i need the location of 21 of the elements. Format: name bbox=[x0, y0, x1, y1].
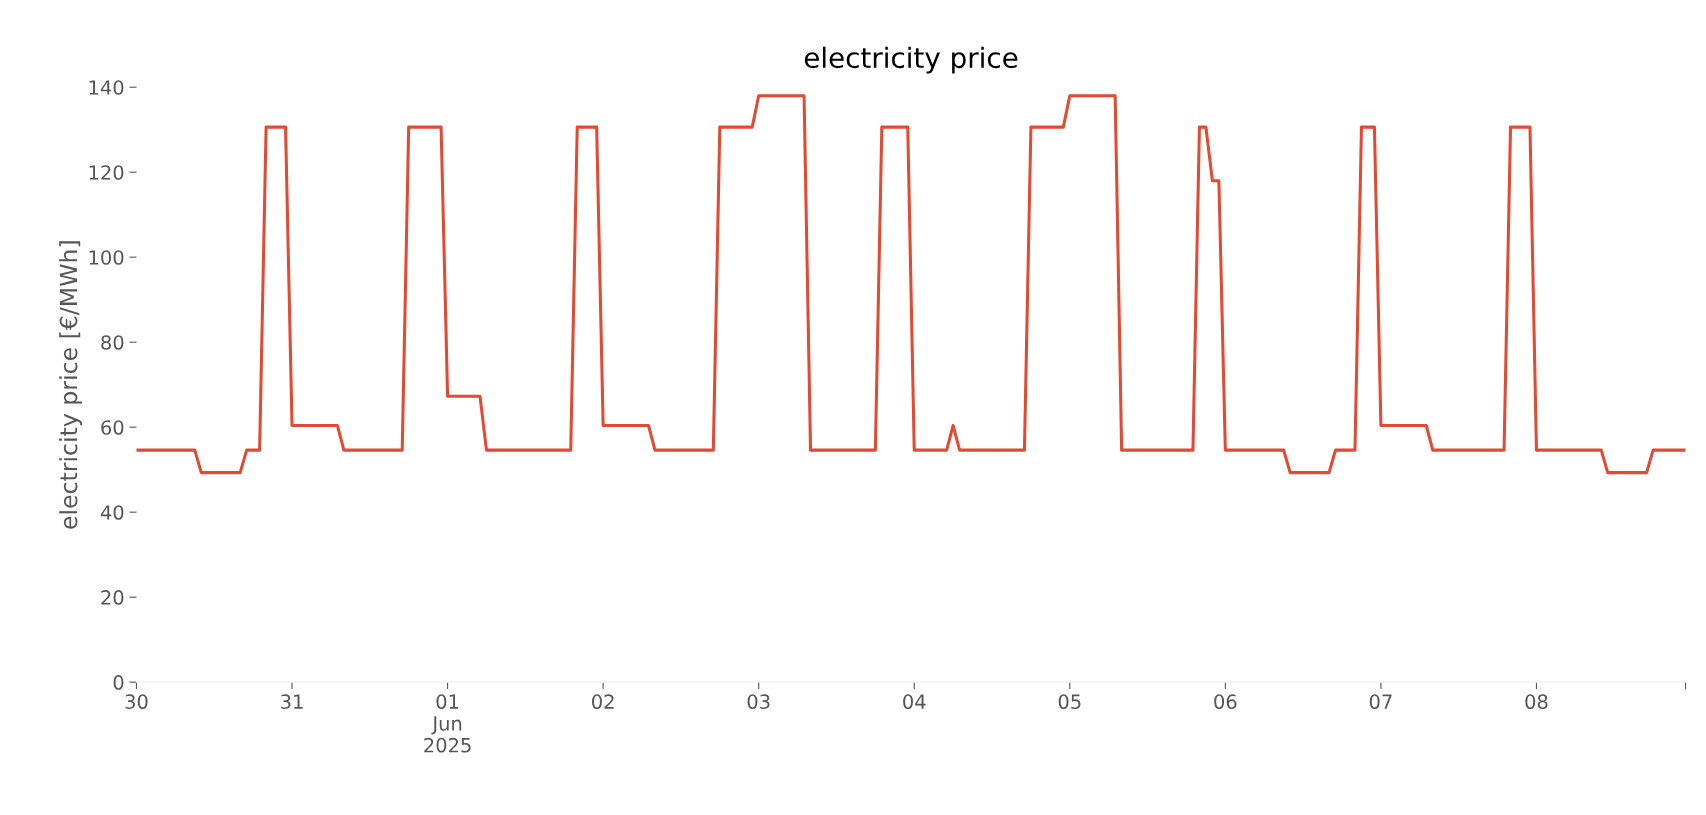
x-tick-label: 07 bbox=[1369, 694, 1392, 710]
y-tick-label: 0 bbox=[113, 675, 124, 690]
x-tick-label: 02 bbox=[592, 694, 614, 710]
y-axis-title: electricity price [€/MWh] bbox=[59, 241, 82, 529]
x-tick-label: 01 Jun 2025 bbox=[424, 694, 471, 753]
y-tick-label: 20 bbox=[101, 590, 124, 605]
x-tick-label: 03 bbox=[747, 694, 770, 710]
y-tick-label: 60 bbox=[101, 420, 124, 435]
y-tick-label: 100 bbox=[89, 250, 124, 265]
x-tick-label: 05 bbox=[1058, 694, 1081, 710]
x-tick-label: 04 bbox=[903, 694, 926, 710]
chart-title: electricity price bbox=[804, 46, 1018, 74]
x-tick-label: 30 bbox=[125, 694, 148, 710]
x-tick-label: 31 bbox=[281, 694, 303, 710]
y-tick-label: 140 bbox=[89, 80, 124, 95]
y-tick-label: 120 bbox=[89, 165, 124, 180]
x-tick-label: 06 bbox=[1214, 694, 1237, 710]
y-tick-label: 40 bbox=[100, 505, 124, 520]
x-tick-label: 08 bbox=[1525, 694, 1548, 710]
line-series bbox=[136, 94, 1686, 475]
y-tick-label: 80 bbox=[101, 335, 124, 350]
